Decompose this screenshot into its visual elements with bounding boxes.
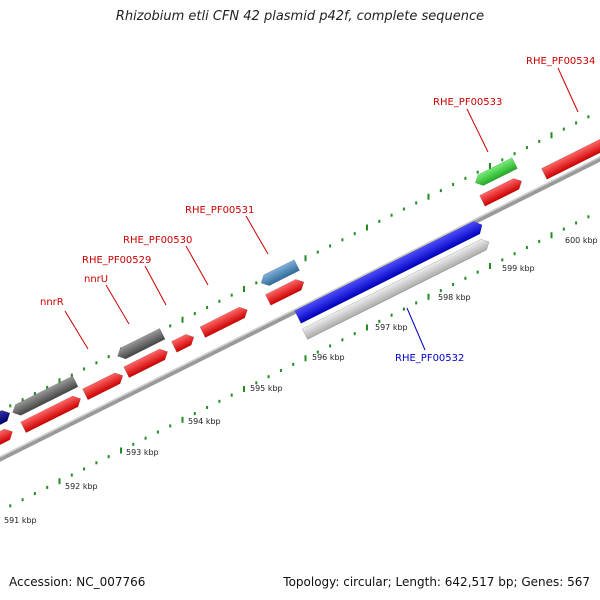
gene-red-partial[interactable] (0, 426, 15, 450)
accession-text: Accession: NC_007766 (9, 575, 146, 589)
gene-blue-large[interactable] (294, 219, 486, 324)
gene-label-RHE_PF00533[interactable]: RHE_PF00533 (433, 97, 502, 108)
kbp-label-600: 600 kbp (565, 236, 598, 245)
leader-RHE_PF00530 (185, 245, 209, 286)
gene-navy-partial[interactable] (0, 408, 13, 429)
gene-label-nnrR[interactable]: nnrR (40, 297, 64, 308)
kbp-label-592: 592 kbp (65, 482, 98, 491)
gene-nnrU[interactable] (123, 346, 171, 378)
leader-RHE_PF00532 (406, 307, 426, 351)
kbp-label-595: 595 kbp (250, 384, 283, 393)
kbp-label-597: 597 kbp (375, 323, 408, 332)
gene-RHE_PF00533-green[interactable] (473, 157, 518, 188)
gene-label-RHE_PF00531[interactable]: RHE_PF00531 (185, 205, 254, 216)
inner-tick-line (9, 215, 590, 508)
kbp-label-598: 598 kbp (438, 293, 471, 302)
kbp-label-593: 593 kbp (126, 448, 159, 457)
kbp-label-591: 591 kbp (4, 516, 37, 525)
kbp-label-599: 599 kbp (502, 264, 535, 273)
gene-label-RHE_PF00530[interactable]: RHE_PF00530 (123, 235, 192, 246)
gene-RHE_PF00531[interactable] (265, 277, 306, 306)
leader-RHE_PF00531 (245, 215, 269, 255)
genome-summary-text: Topology: circular; Length: 642,517 bp; … (283, 575, 590, 589)
gene-label-RHE_PF00532[interactable]: RHE_PF00532 (395, 353, 464, 364)
gene-hypothetical-1[interactable] (10, 375, 79, 418)
gene-RHE_PF00530[interactable] (199, 304, 250, 338)
backbone-highlight (0, 156, 600, 458)
leader-RHE_PF00533 (466, 108, 489, 153)
kbp-label-594: 594 kbp (188, 417, 221, 426)
gene-RHE_PF00532[interactable] (301, 237, 492, 340)
map-title: Rhizobium etli CFN 42 plasmid p42f, comp… (115, 9, 485, 24)
gene-hypothetical-nnrU[interactable] (115, 328, 166, 361)
gene-RHE_PF00529[interactable] (171, 332, 196, 353)
leader-nnrU (105, 284, 130, 325)
gene-RHE_PF00531-steel[interactable] (258, 259, 300, 289)
kbp-label-596: 596 kbp (312, 353, 345, 362)
gene-label-nnrU[interactable]: nnrU (84, 274, 108, 285)
gene-label-RHE_PF00534[interactable]: RHE_PF00534 (526, 56, 595, 67)
gene-label-RHE_PF00529[interactable]: RHE_PF00529 (82, 255, 151, 266)
leader-nnrR (64, 310, 89, 350)
leader-RHE_PF00529 (144, 265, 167, 306)
gene-RHE_PF00533[interactable] (479, 176, 525, 207)
gene-red-2[interactable] (20, 393, 84, 434)
gene-RHE_PF00534[interactable] (541, 133, 600, 180)
gene-nnrR[interactable] (82, 370, 126, 401)
leader-RHE_PF00534 (557, 67, 579, 113)
